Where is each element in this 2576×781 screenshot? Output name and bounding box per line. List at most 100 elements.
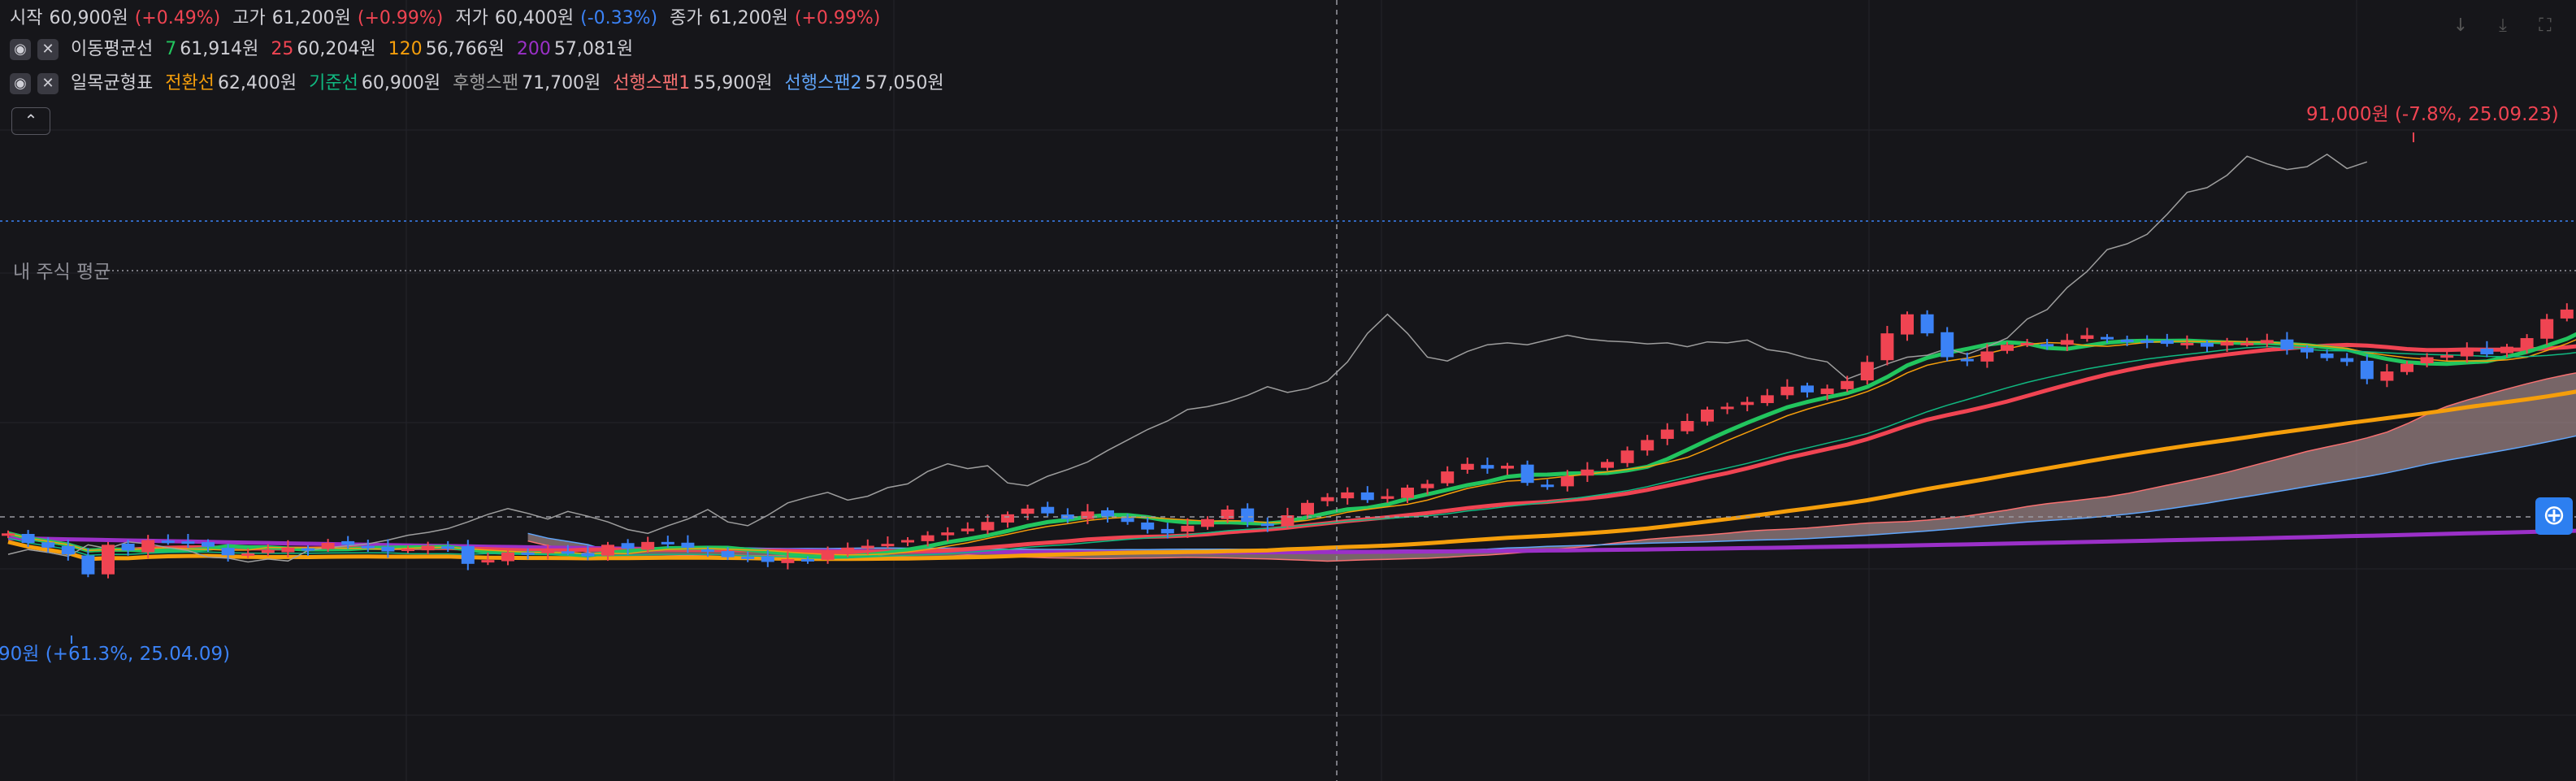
low-label: 저가 [455,8,488,28]
candle-body [1301,502,1314,515]
candle-body [761,556,774,562]
candle [1601,458,1614,471]
candle [61,540,75,561]
min-label: 90원 (+61.3%, 25.04.09) [0,644,230,665]
candle-body [1820,388,1834,394]
close-icon[interactable]: ✕ [37,39,59,60]
candle-body [2120,339,2134,342]
candle [1321,492,1334,507]
candle [561,545,575,556]
candle [521,548,535,560]
close-label: 종가 [670,8,703,28]
candle-body [341,540,355,545]
shrink-icon[interactable]: ⤓ [2499,15,2507,36]
candle [801,556,814,564]
candle-body [1360,492,1374,501]
candle-body [1401,488,1414,498]
candle [1760,388,1774,406]
candle-body [2360,360,2374,380]
candle-body [2,533,15,536]
candle [1841,375,1854,393]
candle-body [1641,440,1654,451]
lagging-span [7,154,2368,563]
candle-body [421,545,435,551]
candle [1920,310,1934,336]
candle [1541,479,1555,490]
candle-body [1260,523,1274,527]
ma120-period: 120 [388,39,423,59]
my-average-label: 내 주식 평균 [13,262,111,283]
high-pct: (+0.99%) [357,8,444,28]
close-pct: (+0.99%) [794,8,881,28]
candle-body [741,556,755,559]
candle [401,545,414,553]
candle [321,539,335,553]
candle [2360,354,2374,384]
candle-body [601,545,614,556]
candle-body [501,552,514,562]
candle [2040,338,2054,350]
candle-body [41,542,55,548]
candle-body [781,558,795,563]
candle-body [2201,342,2214,347]
candle [781,551,795,570]
candle-body [1801,385,1814,393]
candle-body [102,545,115,575]
candle-body [681,542,695,548]
ma25-value: 60,204원 [297,39,376,59]
s2-label: 선행스팬2 [784,73,862,93]
candle [2460,342,2474,363]
candle [361,540,375,553]
candle-body [581,553,595,557]
candle-body [21,533,35,544]
candle-body [202,542,215,547]
candle-body [141,540,155,553]
candle-body [1720,406,1734,410]
candle-body [1941,332,1954,358]
candle [2440,349,2454,361]
collapse-legend-button[interactable]: ⌃ [11,107,50,135]
candle [2060,333,2074,351]
candle [481,552,495,566]
download-icon[interactable]: ↓ [2452,15,2469,36]
candle-body [1181,525,1195,532]
base-line [7,345,2576,559]
add-order-button[interactable]: ⊕ [2535,497,2573,535]
candle-body [2160,340,2174,345]
candle-body [1160,528,1174,534]
ichimoku-legend: ◉ ✕ 일목균형표 전환선 62,400원 기준선 60,900원 후행스팬 71,70… [10,72,951,96]
candle-body [2101,336,2114,340]
fullscreen-icon[interactable]: ⛶ [2539,15,2552,36]
candle [1741,397,1754,412]
candle [641,536,655,553]
candle [1241,503,1255,527]
ichimoku-cloud [527,372,2576,562]
leading-span-1 [527,372,2576,562]
candle-body [2060,340,2074,345]
candle [541,544,555,560]
candle [881,536,895,549]
candle [701,546,714,558]
candle-body [441,546,455,549]
ma7-period: 7 [165,39,177,59]
candle [1980,344,1994,368]
candle-body [2340,358,2354,362]
candle [1801,382,1814,398]
candle [1680,413,1694,435]
candle-body [941,532,955,536]
candle-body [1141,522,1155,530]
candle [821,546,835,564]
conv-value: 62,400원 [217,73,297,93]
close-value: 61,200원 [709,8,788,28]
candle-body [2320,354,2334,358]
candle [501,549,514,566]
visibility-toggle-icon[interactable]: ◉ [10,39,31,60]
candle [1301,500,1314,519]
close-icon[interactable]: ✕ [37,73,59,94]
candle-body [1780,386,1794,396]
candle [1221,505,1234,523]
candle-body [1241,508,1255,523]
candle-body [2440,355,2454,358]
visibility-toggle-icon[interactable]: ◉ [10,73,31,94]
